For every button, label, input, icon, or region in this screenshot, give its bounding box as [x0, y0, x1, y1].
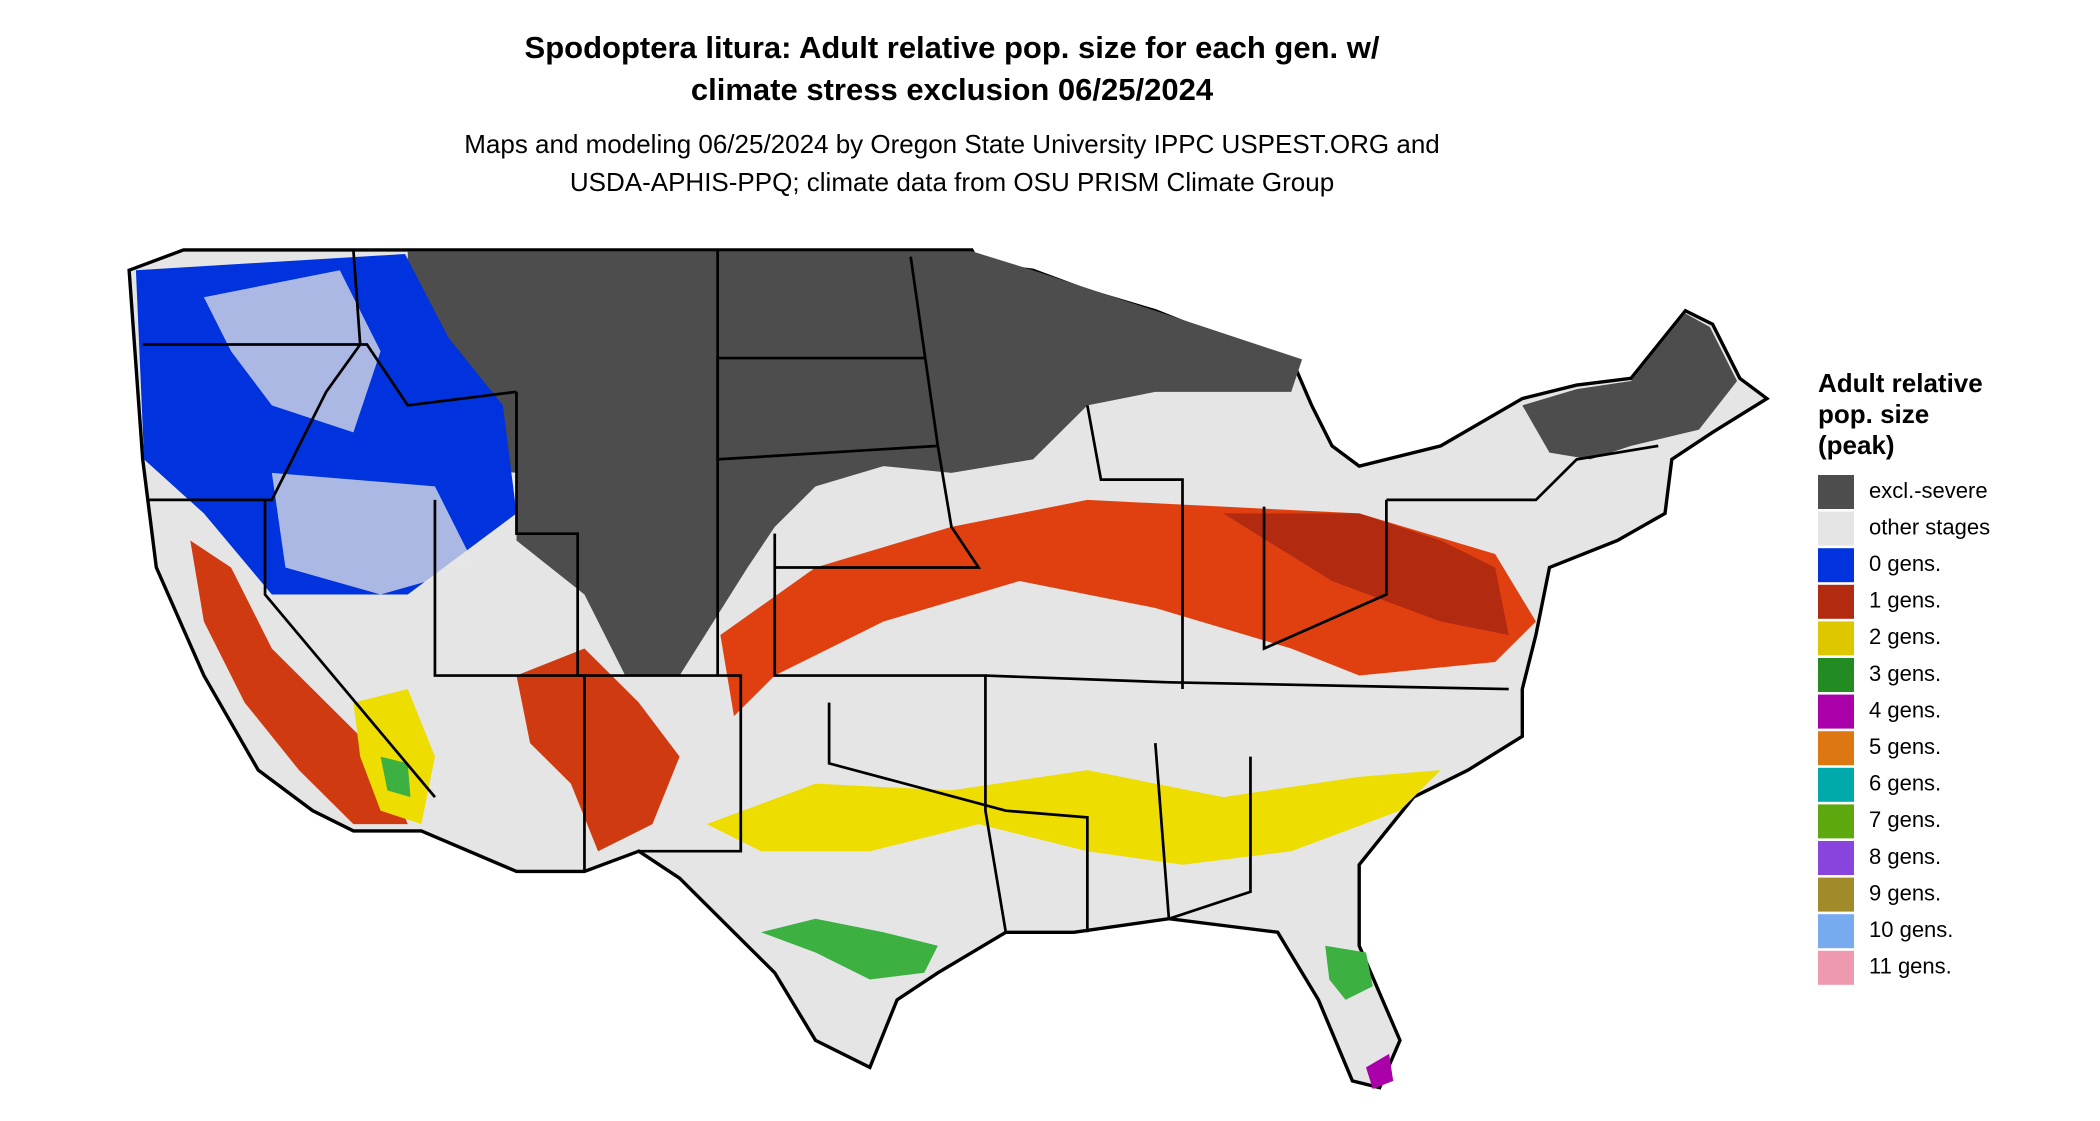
legend-swatch: [1818, 804, 1854, 839]
border: [149, 249, 362, 502]
border: [515, 391, 743, 853]
legend-label: 5 gens.: [1869, 734, 1941, 759]
border: [1086, 405, 1184, 690]
legend-swatch: [1818, 767, 1854, 802]
legend-swatch: [1818, 950, 1854, 985]
legend-swatch: [1818, 877, 1854, 912]
zone-3-gens: [380, 756, 411, 798]
title-line: climate stress exclusion 06/25/2024: [691, 72, 1214, 107]
legend-swatch: [1818, 621, 1854, 656]
title-line: Spodoptera litura: Adult relative pop. s…: [525, 30, 1380, 65]
legend-label: 0 gens.: [1869, 551, 1941, 576]
legend-label: other stages: [1869, 514, 1990, 539]
legend-swatch: [1818, 658, 1854, 692]
legend: excl.-severe other stages 0 gens. 1 gens. 2 …: [1818, 475, 1990, 985]
border: [1386, 444, 1659, 502]
legend-label: 8 gens.: [1869, 844, 1941, 869]
subtitle-line: USDA-APHIS-PPQ; climate data from OSU PR…: [570, 167, 1334, 197]
zone-3-gens: [761, 918, 938, 980]
border: [774, 256, 982, 569]
legend-label: 1 gens.: [1869, 588, 1941, 613]
zone-3-gens: [1325, 945, 1373, 1000]
legend-label: 10 gens.: [1869, 917, 1953, 942]
border: [716, 356, 938, 461]
legend-label: 6 gens.: [1869, 771, 1941, 796]
zone-mixed: [203, 270, 381, 433]
zone-1-gens: [516, 648, 680, 852]
border: [433, 499, 586, 872]
zone-excluded: [407, 251, 1303, 676]
legend-label: 9 gens.: [1869, 880, 1941, 905]
legend-label: 4 gens.: [1869, 697, 1941, 722]
us-map: [127, 248, 1770, 1090]
zone-excluded: [1522, 313, 1738, 460]
legend-swatch: [1818, 914, 1854, 949]
legend-swatch: [1818, 511, 1854, 546]
legend-label: 7 gens.: [1869, 807, 1941, 832]
state-borders: [142, 249, 1659, 933]
legend-label: 2 gens.: [1869, 624, 1941, 649]
legend-label: excl.-severe: [1869, 478, 1988, 503]
legend-swatch: [1818, 584, 1854, 619]
border: [985, 674, 1509, 691]
zone-1-gens: [190, 540, 408, 825]
legend-title: pop. size: [1818, 399, 1929, 429]
zone-mixed: [271, 472, 476, 595]
border: [1153, 743, 1252, 921]
legend-title: Adult relative: [1818, 368, 1983, 398]
subtitle-line: Maps and modeling 06/25/2024 by Oregon S…: [464, 129, 1440, 159]
legend-label: 3 gens.: [1869, 661, 1941, 686]
border: [263, 499, 436, 799]
legend-swatch: [1818, 694, 1854, 729]
zone-4-gens: [1365, 1053, 1394, 1089]
legend-swatch: [1818, 548, 1854, 583]
legend-title: (peak): [1818, 430, 1895, 460]
legend-swatch: [1818, 841, 1854, 875]
border: [142, 343, 517, 407]
legend-swatch: [1818, 475, 1854, 509]
legend-swatch: [1818, 731, 1854, 766]
border: [1262, 499, 1388, 651]
border: [827, 702, 1089, 933]
legend-label: 11 gens.: [1869, 954, 1952, 979]
zone-1-gens: [1223, 513, 1509, 636]
